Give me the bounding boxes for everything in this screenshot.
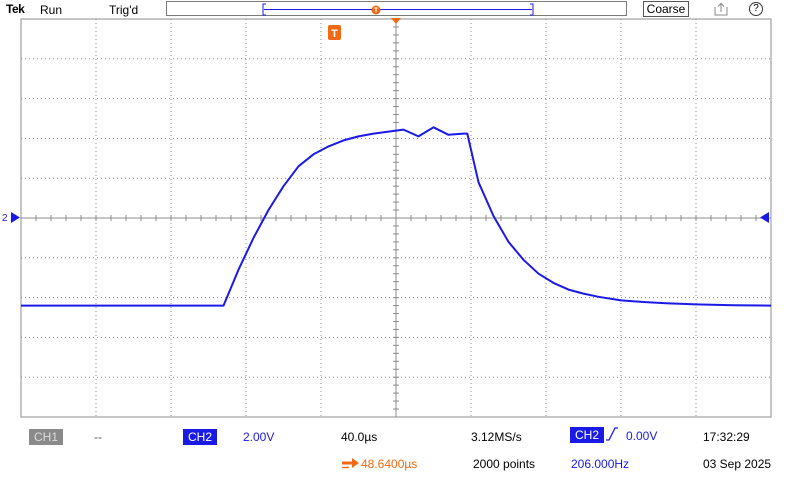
trigger-source-button[interactable]: CH2 [570,427,605,443]
top-status-bar: Tek Run Trig'd T Coarse ? [0,0,800,20]
acquisition-state: Run [40,3,63,17]
graticule-grid [20,18,772,418]
clock-date: 03 Sep 2025 [703,457,772,471]
record-window-left-bracket [262,3,266,16]
ch2-ground-arrow [11,212,20,223]
ch2-button[interactable]: CH2 [183,429,218,445]
trigger-frequency-readout: 206.000Hz [571,457,630,471]
trigger-marker-label: T [331,28,338,40]
trigger-position-arrow [391,18,401,24]
sample-rate-readout: 3.12MS/s [471,430,522,444]
ch2-ground-marker[interactable]: 2 [2,212,20,224]
trigger-state: Trig'd [109,3,139,17]
record-window-right-bracket [530,3,534,16]
record-trigger-dot-label: T [374,8,379,15]
timebase-readout: 40.0µs [341,430,378,444]
trigger-position-value: 48.6400µs [361,457,418,471]
record-view-graphic: T [262,3,534,16]
trigger-position-readout: 48.6400µs [341,457,417,471]
ch2-ground-label: 2 [2,213,8,224]
save-export-glyph [714,2,728,16]
clock-time: 17:32:29 [703,430,750,444]
trigger-position-arrow-icon [342,458,359,469]
trace-layer [21,126,772,307]
ch2-waveform-trace [21,126,772,307]
record-view-bar[interactable]: T [166,1,627,16]
trigger-level-readout: 0.00V [626,429,658,443]
trigger-level-arrow[interactable] [760,212,769,223]
graticule-svg: T 2 [2,18,772,418]
rising-edge-icon [605,425,619,446]
save-export-icon[interactable] [713,1,729,17]
waveform-display: T 2 [0,18,800,423]
brand-logo: Tek [6,2,25,16]
ch1-scale: -- [94,430,102,444]
ch1-button[interactable]: CH1 [29,429,64,445]
coarse-button[interactable]: Coarse [643,1,689,17]
record-trigger-dot [371,5,381,15]
trigger-marker-box [328,25,341,40]
trigger-position-marker[interactable]: T [328,18,401,40]
ch2-scale: 2.00V [243,430,275,444]
rising-edge-glyph [606,427,618,441]
help-icon[interactable]: ? [749,2,763,16]
record-length-readout: 2000 points [473,457,536,471]
